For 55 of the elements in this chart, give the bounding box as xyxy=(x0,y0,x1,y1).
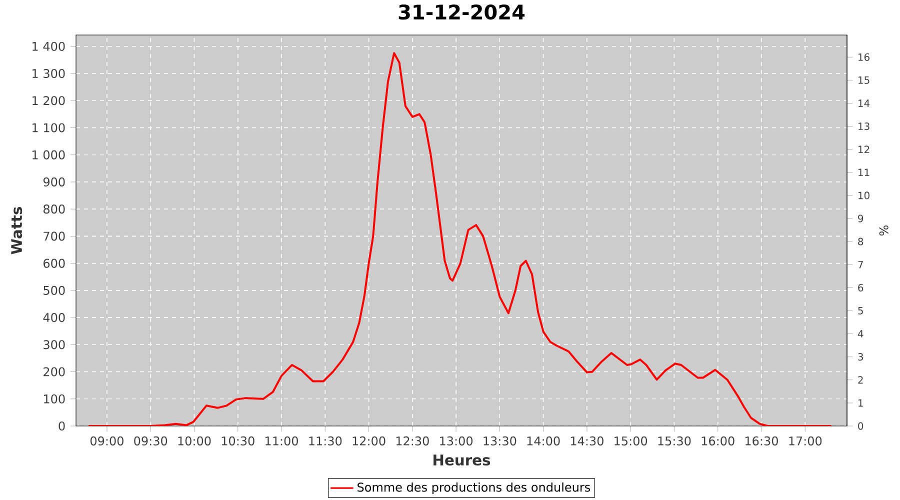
y2-tick-label: 13 xyxy=(858,122,870,130)
legend-label: Somme des productions des onduleurs xyxy=(358,482,590,494)
y-axis-title: Watts xyxy=(11,207,22,254)
y-tick-label: 1 400 xyxy=(32,42,65,51)
y-tick-label: 1 200 xyxy=(32,96,65,106)
y2-tick-label: 16 xyxy=(858,53,870,61)
y-tick-label: 0 xyxy=(58,421,65,431)
y2-tick-label: 6 xyxy=(858,284,864,292)
y2-tick-label: 12 xyxy=(858,146,870,154)
y2-tick-label: 14 xyxy=(858,100,870,107)
y-tick-label: 900 xyxy=(43,177,65,186)
y2-tick-label: 11 xyxy=(858,168,870,176)
x-tick-label: 14:00 xyxy=(527,436,560,446)
y-tick-label: 1 000 xyxy=(32,150,65,160)
y2-tick-label: 2 xyxy=(858,376,863,384)
y-tick-label: 1 300 xyxy=(32,68,65,78)
x-tick-label: 16:00 xyxy=(702,436,734,446)
y2-axis-title: % xyxy=(879,225,888,236)
y-tick-label: 200 xyxy=(44,367,65,376)
y-tick-label: 100 xyxy=(44,394,65,404)
y-tick-label: 400 xyxy=(43,313,65,322)
x-tick-label: 09:00 xyxy=(90,436,124,446)
x-tick-label: 09:30 xyxy=(134,436,168,446)
x-tick-label: 10:00 xyxy=(178,436,211,446)
x-tick-label: 12:00 xyxy=(352,436,386,446)
x-tick-label: 16:30 xyxy=(746,436,778,446)
y-tick-label: 700 xyxy=(44,232,65,241)
y2-tick-label: 0 xyxy=(858,422,864,430)
y-tick-label: 600 xyxy=(44,258,65,268)
x-tick-label: 14:30 xyxy=(570,436,604,446)
y-tick-label: 1 100 xyxy=(32,123,65,132)
x-tick-label: 13:00 xyxy=(440,436,473,446)
x-tick-label: 15:30 xyxy=(658,436,691,446)
y2-tick-label: 15 xyxy=(858,76,870,84)
x-tick-label: 11:00 xyxy=(266,436,298,446)
line-series xyxy=(88,52,832,426)
x-axis-title: Heures xyxy=(434,454,490,466)
y2-tick-label: 10 xyxy=(858,192,870,200)
x-tick-label: 11:30 xyxy=(309,436,342,446)
y2-tick-label: 3 xyxy=(858,353,863,361)
y-tick-label: 800 xyxy=(44,204,65,214)
y2-tick-label: 4 xyxy=(858,330,864,338)
x-tick-label: 15:00 xyxy=(614,436,648,446)
y2-tick-label: 5 xyxy=(858,307,863,314)
y2-tick-label: 1 xyxy=(858,399,863,407)
x-tick-label: 10:30 xyxy=(222,436,254,446)
chart-title: 31-12-2024 xyxy=(398,4,525,20)
y2-tick-label: 9 xyxy=(858,214,864,222)
y-tick-label: 300 xyxy=(44,340,65,350)
x-tick-label: 17:00 xyxy=(789,436,822,446)
x-tick-label: 13:30 xyxy=(484,436,516,446)
y2-tick-label: 7 xyxy=(858,260,863,268)
y2-tick-label: 8 xyxy=(858,238,864,246)
x-tick-label: 12:30 xyxy=(396,436,429,446)
y-tick-label: 500 xyxy=(44,286,65,295)
